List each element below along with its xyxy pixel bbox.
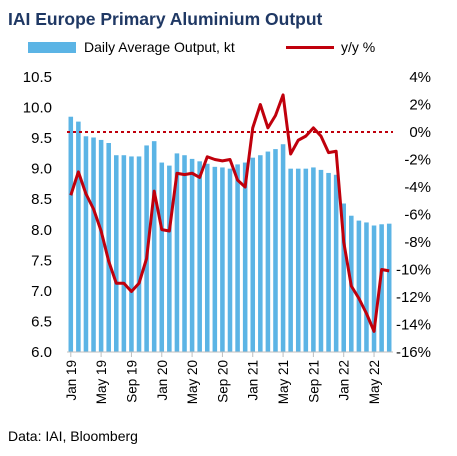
bar xyxy=(280,144,286,352)
legend-bar-swatch xyxy=(28,42,76,53)
x-axis-ticks: Jan 19 May 19 Sep 19 Jan 20 May 20 Sep 20 Jan … xyxy=(64,352,382,404)
bar xyxy=(371,225,377,352)
y-right-tick-label: -2% xyxy=(404,152,431,169)
bar xyxy=(379,224,384,352)
bar xyxy=(182,155,187,352)
bar xyxy=(303,168,309,352)
x-tick-label: May 22 xyxy=(367,360,382,404)
bar xyxy=(129,156,134,352)
bar xyxy=(91,137,96,352)
bar xyxy=(76,121,81,352)
bar xyxy=(288,168,293,352)
y-right-tick-label: -10% xyxy=(396,262,431,279)
x-tick-label: May 20 xyxy=(185,360,200,404)
bar xyxy=(197,161,202,352)
bar xyxy=(106,143,111,352)
y-left-tick-label: 7.5 xyxy=(31,252,52,269)
bar xyxy=(311,167,316,352)
x-tick-label: Sep 21 xyxy=(306,360,321,403)
legend-line-label: y/y % xyxy=(341,39,375,55)
bar xyxy=(114,155,119,352)
x-tick-label: Sep 20 xyxy=(215,360,230,403)
y-right-axis-ticks: 4% 2% 0% -2% -4% -6% -8% -10% -12% -14% -16% xyxy=(396,69,431,361)
chart-title: IAI Europe Primary Aluminium Output xyxy=(8,9,323,29)
bar xyxy=(265,151,271,352)
bar xyxy=(204,163,210,352)
bar xyxy=(258,155,263,352)
y-left-tick-label: 9.5 xyxy=(31,130,52,147)
y-right-tick-label: -12% xyxy=(396,289,431,306)
bar xyxy=(356,220,362,352)
bar xyxy=(273,149,278,352)
y-left-axis-ticks: 6.0 6.5 7.0 7.5 8.0 8.5 9.0 9.5 10.0 10.5 xyxy=(23,69,52,361)
bar xyxy=(333,174,339,352)
bar xyxy=(159,162,165,352)
y-right-tick-label: -8% xyxy=(404,234,431,251)
bar xyxy=(242,162,248,352)
bar xyxy=(250,157,256,352)
bar xyxy=(189,158,195,352)
bar xyxy=(167,165,172,352)
y-left-tick-label: 10.0 xyxy=(23,100,52,117)
x-tick-label: Jan 19 xyxy=(64,360,79,401)
x-tick-label: May 21 xyxy=(276,360,291,404)
x-tick-label: Jan 20 xyxy=(155,360,170,401)
y-right-tick-label: -14% xyxy=(396,317,431,334)
bar xyxy=(295,168,301,352)
source-note: Data: IAI, Bloomberg xyxy=(8,428,138,444)
bar xyxy=(341,203,346,352)
x-tick-label: Sep 19 xyxy=(124,360,139,403)
bar xyxy=(318,169,324,352)
bar xyxy=(174,153,180,352)
x-tick-label: May 19 xyxy=(94,360,109,404)
y-right-tick-label: 2% xyxy=(409,97,431,114)
y-right-tick-label: 0% xyxy=(409,124,431,141)
y-right-tick-label: -16% xyxy=(396,344,431,361)
y-right-tick-label: 4% xyxy=(409,69,431,86)
bar xyxy=(227,168,233,352)
bar xyxy=(220,167,225,352)
bar xyxy=(151,141,157,352)
bar xyxy=(235,164,240,352)
bar xyxy=(326,172,331,352)
bar xyxy=(83,136,89,352)
legend-bar-label: Daily Average Output, kt xyxy=(84,39,235,55)
y-left-tick-label: 9.0 xyxy=(31,161,52,178)
bar xyxy=(121,155,127,352)
bar xyxy=(136,156,142,352)
y-right-tick-label: -6% xyxy=(404,207,431,224)
bar xyxy=(98,139,104,352)
bar xyxy=(212,166,218,352)
y-right-tick-label: -4% xyxy=(404,179,431,196)
legend: Daily Average Output, kt y/y % xyxy=(28,39,375,55)
y-left-tick-label: 6.5 xyxy=(31,313,52,330)
bar xyxy=(364,222,369,352)
x-tick-label: Jan 22 xyxy=(337,360,352,401)
yy-line-series xyxy=(69,93,390,333)
y-left-tick-label: 8.0 xyxy=(31,222,52,239)
bar xyxy=(68,116,74,352)
y-left-tick-label: 8.5 xyxy=(31,191,52,208)
y-left-tick-label: 10.5 xyxy=(23,69,52,86)
y-left-tick-label: 7.0 xyxy=(31,283,52,300)
bar xyxy=(386,223,392,352)
x-tick-label: Jan 21 xyxy=(246,360,261,401)
y-left-tick-label: 6.0 xyxy=(31,344,52,361)
